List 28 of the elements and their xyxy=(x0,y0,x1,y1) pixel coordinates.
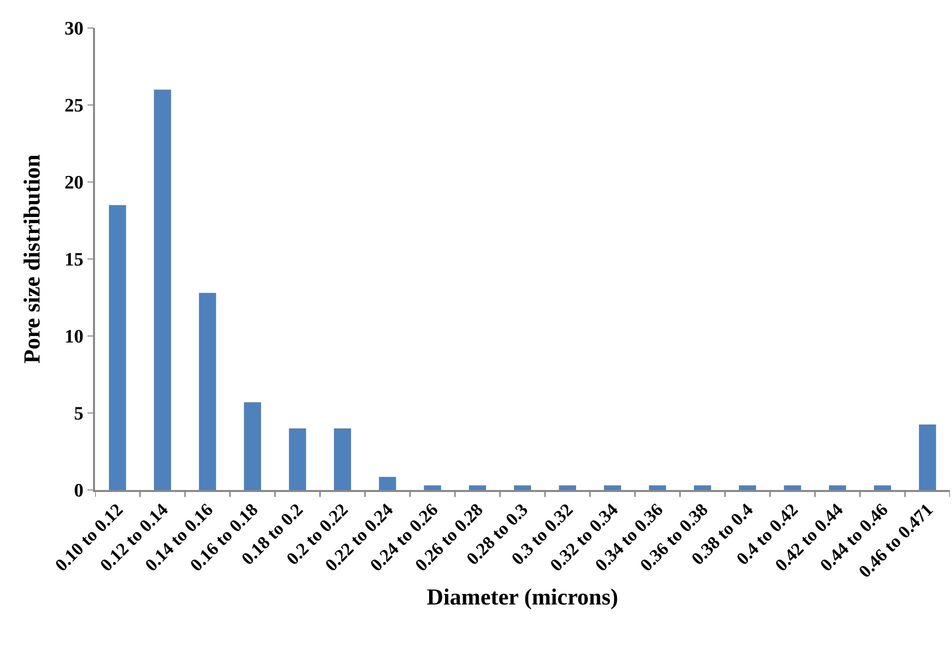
bar xyxy=(648,485,666,490)
y-tick-label: 5 xyxy=(74,404,84,425)
y-tick-label: 15 xyxy=(64,250,84,271)
y-tick-label: 0 xyxy=(74,480,84,502)
bar xyxy=(874,485,892,490)
bar xyxy=(198,292,216,490)
bar xyxy=(558,485,576,490)
bar xyxy=(424,485,442,490)
bar xyxy=(378,476,396,490)
x-axis-title: Diameter (microns) xyxy=(426,584,618,610)
bar xyxy=(604,485,622,490)
bar xyxy=(828,485,846,490)
bar xyxy=(784,485,802,490)
bar xyxy=(108,205,126,490)
y-tick-label: 20 xyxy=(64,172,84,194)
bar xyxy=(468,485,486,490)
bar xyxy=(244,402,262,490)
y-axis-title: Pore size distribution xyxy=(19,154,44,364)
y-tick-label: 25 xyxy=(64,96,84,117)
bar xyxy=(694,485,712,490)
bar xyxy=(738,485,756,490)
bar xyxy=(288,428,306,490)
y-tick-label: 30 xyxy=(64,18,84,40)
bar xyxy=(334,428,352,490)
bar xyxy=(154,90,172,490)
bar xyxy=(918,424,936,490)
bar xyxy=(514,485,532,490)
y-tick-label: 10 xyxy=(64,326,84,348)
